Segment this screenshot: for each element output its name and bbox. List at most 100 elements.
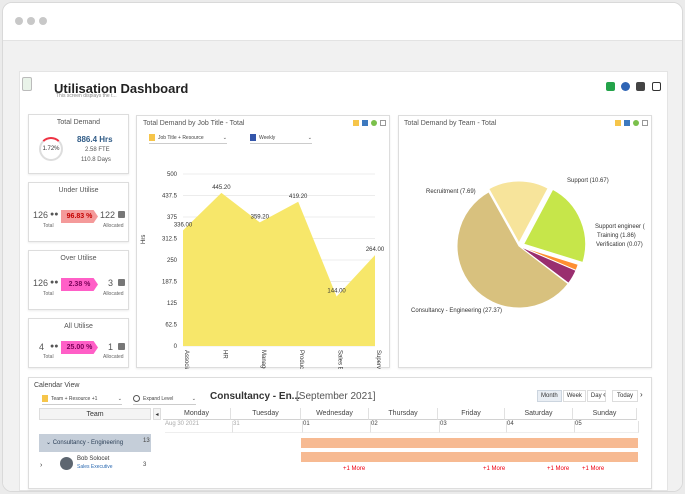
y-tick-label: 437.5 (162, 194, 178, 200)
area-chart-title: Total Demand by Job Title - Total (143, 120, 245, 127)
excel-icon[interactable] (606, 82, 615, 91)
chevron-right-icon[interactable]: › (40, 462, 43, 469)
window-dot (39, 17, 47, 25)
more-events-link[interactable]: +1 More (582, 466, 605, 472)
team-icon (42, 395, 48, 402)
dashboard-canvas: Utilisation Dashboard This screen displa… (3, 41, 682, 491)
calendar-day-header: Thursday (369, 408, 438, 420)
calendar-date-cell: 01 (303, 421, 371, 433)
pie-slice (488, 180, 549, 245)
window-dot (15, 17, 23, 25)
pie-slice-label: Training (1.86) (597, 233, 636, 239)
kpi-under-title: Under Utilise (58, 187, 99, 194)
chevron-down-icon: ⌄ (191, 395, 196, 402)
y-tick-label: 0 (174, 344, 178, 350)
calendar-title: Calendar View (34, 382, 80, 389)
allocation-bar[interactable] (301, 438, 638, 448)
fullscreen-icon[interactable] (652, 82, 661, 91)
filter-icon[interactable] (624, 120, 630, 126)
more-icon[interactable] (633, 120, 639, 126)
expand-level-dropdown[interactable]: Expand Level ⌄ (133, 393, 196, 405)
week-view-button[interactable]: Week (562, 390, 586, 402)
people-icon: ●● (50, 343, 59, 350)
y-axis-label: Hrs (141, 235, 147, 244)
calendar-period-month: [September 2021] (296, 391, 376, 402)
expand-icon[interactable] (642, 120, 648, 126)
print-icon[interactable] (636, 82, 645, 91)
total-fte: 2.58 FTE (85, 147, 110, 153)
pie-slice-label: Support (10.67) (567, 178, 609, 184)
under-total-label: Total (43, 223, 54, 229)
demand-job-title-panel: Total Demand by Job Title - Total Job Ti… (136, 115, 390, 369)
people-icon: ●● (50, 279, 59, 286)
team-group-row[interactable]: ⌄ Consultancy - Engineering (39, 434, 151, 452)
calendar-day-header: Wednesday (301, 408, 369, 420)
expand-level-label: Expand Level (143, 395, 174, 402)
dashboard-icon (22, 77, 32, 91)
area-data-label: 336.00 (174, 222, 193, 228)
y-tick-label: 312.5 (162, 237, 178, 243)
weekly-dropdown[interactable]: Weekly ⌄ (250, 132, 312, 144)
weekly-dropdown-label: Weekly (259, 134, 276, 141)
area-data-label: 419.20 (289, 194, 308, 200)
more-events-link[interactable]: +1 More (343, 466, 366, 472)
over-allocated-value: 3 (108, 278, 114, 288)
team-group-name: Consultancy - Engineering (52, 440, 124, 446)
demand-team-panel: Total Demand by Team - Total Support (10… (398, 115, 652, 368)
total-days: 110.8 Days (81, 157, 111, 163)
more-events-link[interactable]: +1 More (547, 466, 570, 472)
under-total-value: 126 (33, 210, 49, 220)
previous-icon[interactable]: ‹ (603, 390, 606, 399)
x-category-label: HR (221, 350, 227, 359)
area-series (183, 192, 375, 346)
y-tick-label: 500 (167, 172, 178, 178)
kpi-over-title: Over Utilise (60, 255, 97, 262)
x-category-label: Associate en (183, 350, 189, 369)
calendar-date-cell: 05 (575, 421, 639, 433)
all-total-value: 4 (39, 342, 45, 352)
more-events-link[interactable]: +1 More (483, 466, 506, 472)
expand-icon[interactable] (380, 120, 386, 126)
over-utilise-percent: 2.38 % (61, 278, 98, 291)
kpi-under-utilise: Under Utilise 126 Total ●● 96.83 % 122 A… (28, 182, 129, 242)
pie-slice (456, 191, 569, 309)
x-category-label: Supervisor (375, 350, 381, 369)
calendar-date-cell: Aug 30 2021 (165, 421, 233, 433)
area-chart-svg: 0 62.5 125 187.5 250 312.5 375 437.5 500 Hrs 336.… (141, 172, 385, 369)
settings-icon[interactable] (353, 120, 359, 126)
settings-icon[interactable] (615, 120, 621, 126)
filter-icon[interactable] (362, 120, 368, 126)
window-dot (27, 17, 35, 25)
calendar-day-header: Saturday (505, 408, 573, 420)
kpi-over-utilise: Over Utilise 126 Total ●● 2.38 % 3 Alloc… (28, 250, 129, 310)
collapse-icon[interactable]: ◂ (153, 408, 161, 420)
area-data-label: 359.20 (251, 214, 270, 220)
team-resource-dropdown[interactable]: Team + Resource +1 ⌄ (42, 393, 122, 405)
calendar-icon (118, 211, 125, 218)
calendar-view-switcher: Month Week Day (537, 390, 606, 402)
day-view-button[interactable]: Day (586, 390, 606, 402)
next-icon[interactable]: › (640, 390, 643, 399)
calendar-panel: Calendar View Team + Resource +1 ⌄ Expan… (28, 377, 652, 489)
job-title-dropdown[interactable]: Job Title + Resource ⌄ (149, 132, 227, 144)
total-demand-ring: 1.72% (39, 137, 63, 161)
page-subtitle: This screen displays the t... (56, 93, 117, 99)
today-button[interactable]: Today (612, 390, 639, 402)
pie-chart-title: Total Demand by Team - Total (404, 120, 497, 127)
job-title-icon (149, 134, 155, 141)
area-data-label: 445.20 (212, 185, 231, 191)
resource-role: Sales Executive (77, 464, 113, 470)
area-data-label: 264.00 (366, 247, 385, 253)
expand-icon (133, 395, 140, 402)
calendar-period-name: Consultancy - En... (210, 391, 301, 402)
refresh-icon[interactable] (621, 82, 630, 91)
people-icon: ●● (50, 211, 59, 218)
calendar-date-cell: 04 (507, 421, 575, 433)
x-category-label: Sales Executi (337, 350, 343, 369)
more-icon[interactable] (371, 120, 377, 126)
calendar-date-cell: 31 (233, 421, 303, 433)
month-view-button[interactable]: Month (537, 390, 562, 402)
allocation-bar[interactable] (301, 452, 638, 462)
over-total-value: 126 (33, 278, 49, 288)
